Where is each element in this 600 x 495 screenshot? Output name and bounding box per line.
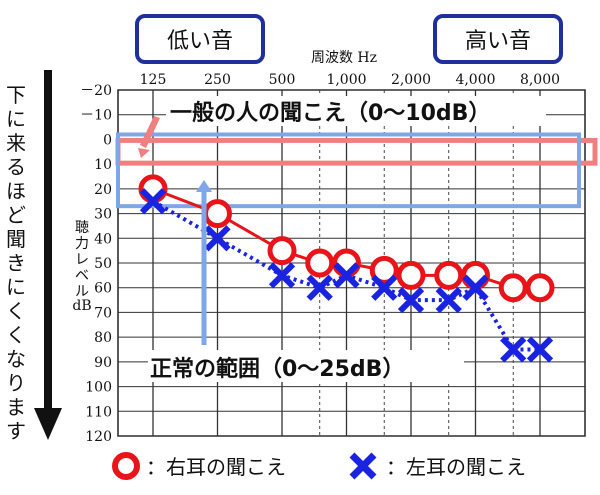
y-tick-label: －20 bbox=[80, 83, 112, 99]
left-ear-point bbox=[306, 274, 333, 301]
side-note-char: く bbox=[6, 299, 26, 323]
right-ear-point bbox=[396, 260, 426, 290]
normal-person-band bbox=[115, 137, 598, 166]
pink-pointer-head bbox=[138, 148, 150, 158]
left-ear-point bbox=[526, 336, 554, 363]
x-tick-label: 250 bbox=[204, 72, 231, 88]
series-layer bbox=[138, 174, 555, 363]
legend-circle-marker bbox=[112, 452, 140, 480]
legend-left-ear: ：左耳の聞こえ bbox=[386, 455, 526, 479]
side-note-char: に bbox=[6, 107, 26, 131]
side-note-char: る bbox=[6, 155, 26, 179]
left-ear-point bbox=[371, 274, 398, 301]
normal-person-label: 一般の人の聞こえ（0〜10dB） bbox=[170, 100, 490, 126]
side-note-char: ま bbox=[6, 395, 26, 419]
side-note-char: き bbox=[6, 251, 26, 275]
left-ear-point bbox=[333, 262, 360, 289]
range-bands bbox=[115, 132, 598, 209]
legend-x-marker bbox=[349, 452, 377, 480]
right-ear-point bbox=[498, 273, 528, 303]
legend-right-ear: ：右耳の聞こえ bbox=[146, 455, 286, 479]
y-tick-label: 80 bbox=[94, 330, 112, 346]
y-tick-label: －10 bbox=[80, 108, 112, 124]
low-tone-label: 低い音 bbox=[167, 29, 233, 54]
right-ear-point bbox=[525, 273, 555, 303]
y-tick-label: 110 bbox=[85, 404, 112, 420]
left-ear-line bbox=[152, 199, 540, 352]
normal-range-label: 正常の範囲（0〜25dB） bbox=[150, 356, 404, 382]
ylabel-char-6: dB bbox=[72, 298, 91, 314]
left-ear-point bbox=[139, 188, 167, 215]
frequency-title: 周波数 Hz bbox=[311, 50, 377, 66]
y-axis-label: 聴 力 レ ベ ル dB bbox=[72, 220, 91, 314]
x-tick-label: 4,000 bbox=[455, 72, 495, 88]
x-tick-label: 8,000 bbox=[520, 72, 560, 88]
side-note-char: 下 bbox=[6, 83, 26, 107]
y-tick-label: 0 bbox=[103, 132, 112, 148]
pink-pointer-arrow bbox=[140, 116, 160, 148]
left-ear-point bbox=[397, 286, 425, 314]
x-tick-label: 2,000 bbox=[391, 72, 431, 88]
right-ear-point bbox=[434, 260, 464, 290]
left-ear-point bbox=[268, 262, 296, 289]
blue-pointer-head bbox=[196, 180, 212, 192]
y-tick-label: 100 bbox=[85, 380, 112, 396]
side-note-char: 聞 bbox=[6, 227, 26, 251]
low-tone-box bbox=[135, 14, 265, 64]
side-note-char: 来 bbox=[6, 131, 26, 155]
side-note-char: な bbox=[6, 347, 26, 371]
ylabel-char-3: レ bbox=[75, 252, 89, 268]
normal-person-label-bg bbox=[166, 96, 546, 126]
right-ear-point bbox=[369, 255, 399, 285]
ylabel-char-4: ベ bbox=[75, 268, 89, 284]
normal-range-band bbox=[116, 132, 581, 209]
ylabel-char-1: 聴 bbox=[75, 220, 89, 236]
high-tone-box bbox=[433, 14, 563, 64]
y-tick-label: 50 bbox=[94, 256, 112, 272]
y-tick-label: 90 bbox=[94, 355, 112, 371]
y-tick-label: 20 bbox=[94, 182, 112, 198]
right-ear-point bbox=[267, 236, 297, 266]
down-arrow-head bbox=[34, 408, 62, 440]
y-tick-label: 30 bbox=[94, 207, 112, 223]
side-note-char: ほ bbox=[6, 179, 26, 203]
ylabel-char-5: ル bbox=[75, 284, 89, 300]
left-ear-point bbox=[435, 286, 462, 314]
x-tick-label: 500 bbox=[269, 72, 296, 88]
side-note-char: ど bbox=[6, 203, 26, 227]
left-ear-point bbox=[462, 274, 489, 301]
right-ear-point bbox=[203, 199, 232, 229]
normal-range-label-bg bbox=[148, 350, 464, 382]
y-tick-label: 120 bbox=[85, 429, 112, 445]
side-note-char: く bbox=[6, 323, 26, 347]
y-tick-label: 10 bbox=[94, 157, 112, 173]
side-note-char: り bbox=[6, 371, 26, 395]
left-ear-point bbox=[204, 225, 231, 252]
high-tone-label: 高い音 bbox=[465, 29, 531, 54]
left-ear-point bbox=[500, 336, 527, 363]
tick-labels: －20 －10 0 10 20 30 40 50 60 70 80 90 100 110 120 125 250… bbox=[80, 72, 560, 445]
right-ear-point bbox=[305, 248, 335, 278]
y-tick-label: 60 bbox=[94, 281, 112, 297]
y-tick-label: 40 bbox=[94, 231, 112, 247]
side-note-char: す bbox=[6, 419, 26, 443]
x-tick-label: 1,000 bbox=[326, 72, 366, 88]
side-note-char: に bbox=[6, 275, 26, 299]
y-tick-label: 70 bbox=[94, 305, 112, 321]
ylabel-char-2: 力 bbox=[75, 236, 89, 252]
x-tick-label: 125 bbox=[140, 72, 167, 88]
